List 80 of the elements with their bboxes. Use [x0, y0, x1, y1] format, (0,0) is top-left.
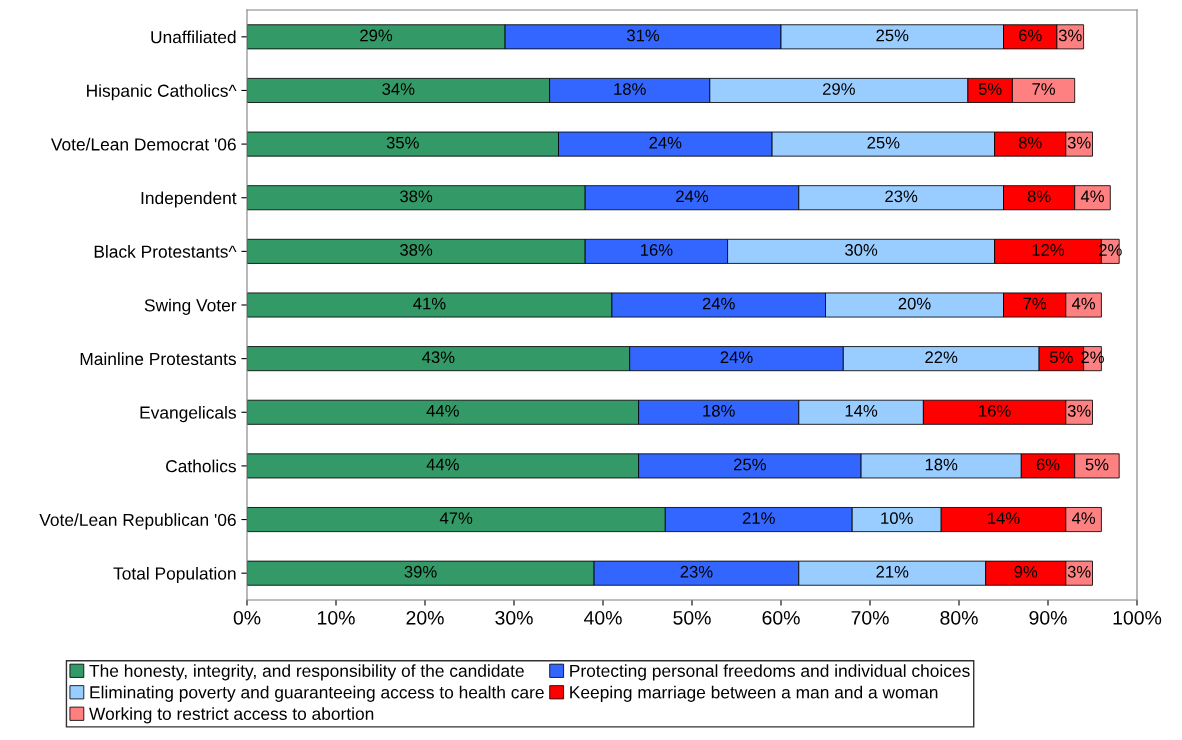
x-tick-label: 70% [851, 610, 889, 625]
x-tick-label: 30% [495, 610, 533, 625]
x-tick-label: 10% [318, 610, 355, 625]
data-label: 38% [400, 244, 433, 256]
y-tick-label: Vote/Lean Republican '06 [39, 513, 236, 530]
data-label: 4% [1080, 190, 1104, 203]
data-label: 25% [876, 29, 909, 42]
data-label: 7% [1023, 297, 1047, 310]
data-label: 9% [1014, 565, 1038, 578]
y-tick-label: Mainline Protestants [80, 352, 236, 366]
data-label: 3% [1067, 136, 1091, 149]
data-label: 41% [413, 297, 446, 310]
data-label: 8% [1018, 136, 1042, 149]
y-tick-label: Hispanic Catholics^ [87, 84, 237, 101]
y-tick-label: Swing Voter [144, 298, 237, 315]
x-tick-label: 80% [940, 610, 978, 625]
y-tick-label: Total Population [113, 566, 236, 584]
y-tick-label: Black Protestants^ [94, 245, 237, 258]
y-tick-label: Catholics [166, 459, 236, 473]
data-label: 7% [1032, 83, 1055, 95]
data-label: 16% [979, 404, 1011, 417]
data-label: 29% [823, 83, 855, 95]
legend-label: Keeping marriage between a man and a woman [570, 685, 938, 702]
data-label: 24% [720, 351, 753, 364]
data-label: 44% [426, 405, 459, 417]
data-label: 18% [614, 83, 646, 95]
data-label: 14% [845, 405, 878, 417]
legend-label: Protecting personal freedoms and individual choices [570, 664, 970, 681]
data-label: 20% [898, 297, 931, 310]
x-tick-label: 100% [1113, 610, 1162, 625]
data-label: 30% [845, 244, 878, 256]
data-label: 31% [627, 29, 660, 42]
y-tick-label: Unaffiliated [151, 30, 236, 44]
data-label: 6% [1036, 458, 1060, 471]
data-label: 38% [400, 190, 433, 203]
x-tick-label: 20% [406, 610, 444, 625]
data-label: 4% [1071, 297, 1096, 310]
data-label: 23% [680, 565, 713, 578]
y-tick-label: Vote/Lean Democrat '06 [50, 137, 236, 151]
legend-label: Eliminating poverty and guaranteeing access to health care [90, 685, 544, 702]
data-label: 8% [1027, 190, 1051, 203]
data-label: 44% [426, 458, 459, 471]
data-label: 14% [988, 512, 1020, 524]
data-label: 12% [1032, 244, 1065, 256]
data-label: 47% [439, 512, 473, 524]
data-label: 6% [1019, 29, 1042, 42]
data-label: 5% [1085, 458, 1109, 471]
data-label: 21% [742, 512, 775, 524]
data-label: 18% [925, 458, 958, 471]
x-tick-label: 0% [233, 610, 261, 625]
data-label: 39% [404, 565, 437, 578]
data-label: 29% [360, 29, 393, 42]
data-label: 3% [1067, 404, 1091, 417]
data-label: 43% [422, 351, 455, 364]
legend-label: Working to restrict access to abortion [89, 707, 374, 724]
data-label: 24% [649, 136, 682, 149]
data-label: 25% [734, 458, 766, 471]
x-tick-label: 50% [673, 610, 711, 625]
data-label: 25% [867, 136, 900, 149]
data-label: 4% [1071, 512, 1096, 524]
data-label: 23% [885, 190, 918, 203]
data-label: 18% [703, 404, 735, 417]
legend-label: The honesty, integrity, and responsibility of the candidate [89, 664, 524, 681]
data-label: 35% [386, 136, 419, 149]
x-tick-label: 60% [762, 610, 800, 625]
data-label: 3% [1058, 29, 1082, 42]
data-label: 21% [876, 565, 909, 578]
data-label: 5% [978, 83, 1002, 95]
data-label: 10% [881, 512, 913, 525]
data-label: 3% [1067, 565, 1091, 578]
x-tick-label: 40% [583, 610, 622, 625]
data-label: 16% [640, 244, 673, 256]
data-label: 24% [702, 297, 735, 310]
y-tick-label: Evangelicals [140, 405, 236, 423]
y-tick-label: Independent [141, 191, 237, 208]
data-label: 5% [1049, 351, 1073, 364]
data-label: 24% [676, 190, 709, 203]
x-tick-label: 90% [1029, 610, 1067, 625]
data-label: 22% [925, 351, 958, 364]
data-label: 34% [382, 83, 415, 95]
